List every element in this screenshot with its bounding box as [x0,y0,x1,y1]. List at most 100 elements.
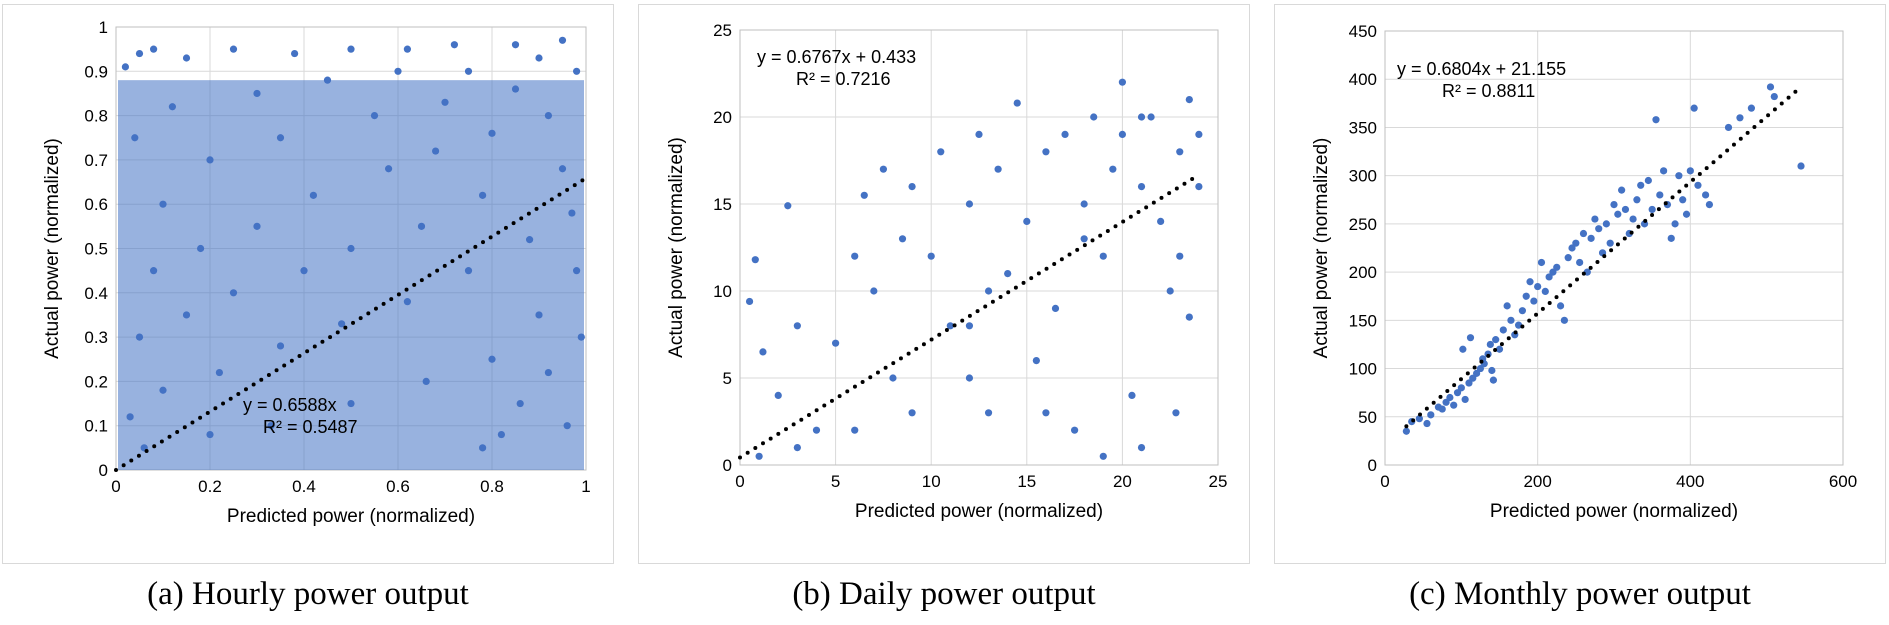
data-point [229,45,238,53]
data-point [937,148,945,156]
data-point [1461,395,1469,404]
data-point [1553,263,1561,271]
data-point [1023,217,1031,225]
data-point [1675,172,1683,180]
trendline-r2: R² = 0.7216 [796,69,891,89]
caption-monthly: (c) Monthly power output [1409,576,1751,612]
data-point [347,399,355,408]
caption-daily: (b) Daily power output [792,576,1096,612]
data-point [1705,201,1714,209]
plot-area [739,29,1219,466]
data-point [1595,225,1603,233]
data-point [1446,393,1454,402]
data-point [1488,366,1496,375]
data-point [276,342,285,350]
data-point [1537,258,1546,267]
y-axis-label: Actual power (normalized) [666,137,687,358]
data-point [544,112,553,120]
data-point [1486,340,1494,349]
chart-hourly: 0 0.2 0.4 0.6 0.8 1 0 0.1 0.2 0.3 0.4 0.5 0.6 0.7 0.8 0… [42,18,591,527]
data-point [1770,92,1778,101]
data-point [347,244,355,253]
data-point [1530,297,1538,305]
data-point [1476,364,1485,373]
data-point [338,320,346,328]
y-tick-label: 15 [713,195,732,214]
trendline-r2: R² = 0.5487 [263,417,358,437]
data-point [159,386,167,394]
data-point [1671,220,1679,228]
data-point [417,222,426,230]
data-point [1099,252,1107,260]
data-point [1466,334,1475,342]
data-point [206,156,214,164]
data-point [535,311,543,319]
y-tick-label: 450 [1349,22,1377,41]
y-tick-label: 0.4 [84,284,108,303]
trendline-equation: y = 0.6804x + 21.155 [1397,59,1566,79]
data-point [1686,167,1694,175]
data-point [1032,357,1040,365]
data-point [276,134,285,142]
trendline-equation: y = 0.6588x [243,395,337,415]
data-point [751,256,759,264]
data-point [1109,165,1117,173]
x-tick-label: 0.4 [292,477,316,496]
data-point [1610,201,1618,209]
data-point [1013,99,1021,107]
chart-monthly: 0 200 400 600 0 50 100 150 200 250 300 350 400 450 Pre… [1311,22,1857,522]
data-point [526,236,534,244]
data-point [215,368,223,377]
data-point [1118,78,1126,86]
data-point [182,311,191,319]
y-axis-label: Actual power (normalized) [1311,138,1332,359]
data-point [1541,287,1549,295]
data-point [432,147,440,155]
x-tick-label: 200 [1523,472,1551,491]
data-point [558,36,567,44]
data-point [1637,181,1645,189]
data-point [1579,229,1588,238]
x-tick-label: 25 [1209,472,1228,491]
data-point [1606,239,1614,247]
data-point [573,267,581,275]
y-tick-label: 0.6 [84,195,108,214]
data-point [984,409,993,417]
data-point [197,244,205,253]
data-point [1118,130,1126,138]
data-point [182,54,191,62]
data-point [851,426,859,434]
data-point [745,297,754,306]
plot-area [1384,30,1844,466]
data-point [422,377,430,385]
data-point [1157,217,1165,225]
data-point [544,368,553,377]
data-point [497,430,505,439]
data-point [1137,113,1146,121]
data-point [1644,176,1652,185]
data-point [253,89,261,98]
data-point [1042,148,1050,156]
data-point [535,54,543,62]
y-tick-label: 0.5 [84,240,108,259]
data-point [1724,123,1733,132]
trendline-equation: y = 0.6767x + 0.433 [757,47,916,67]
x-tick-label: 0 [1380,472,1389,491]
x-tick-label: 0 [735,472,744,491]
data-point [759,348,767,356]
data-point [1137,183,1146,191]
data-point [774,391,782,399]
data-point [1682,210,1691,218]
data-point [1172,409,1180,417]
data-point [206,430,214,439]
data-point [898,235,907,243]
data-point [1656,191,1664,199]
data-point [908,409,916,417]
y-tick-label: 250 [1349,215,1377,234]
x-axis-label: Predicted power (normalized) [855,501,1103,522]
data-point [1415,415,1423,423]
y-tick-label: 0 [723,456,732,475]
data-point [1576,258,1584,267]
data-point [511,41,520,49]
data-point [121,63,129,71]
